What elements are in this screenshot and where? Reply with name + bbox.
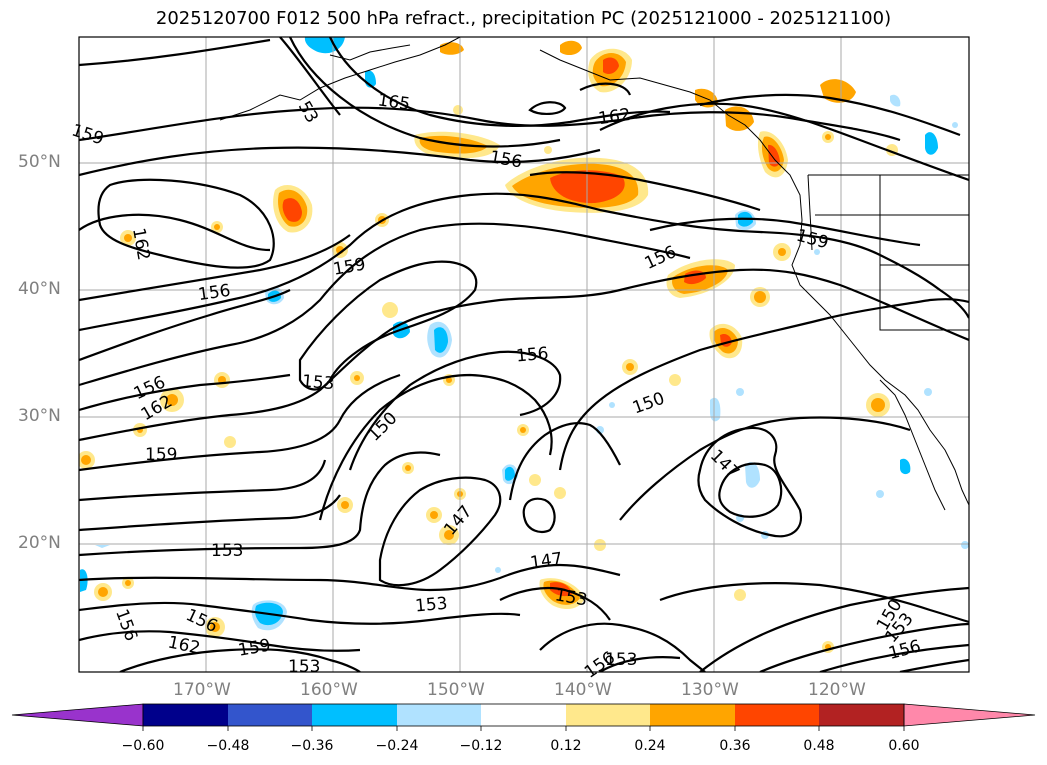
contour-label: 156 bbox=[111, 607, 141, 644]
colorbar-seg bbox=[143, 704, 228, 726]
contour-label: 156 bbox=[515, 344, 549, 367]
coastlines bbox=[219, 37, 969, 511]
lon-label: 120°W bbox=[808, 680, 866, 700]
colorbar-seg bbox=[228, 704, 312, 726]
lon-label: 140°W bbox=[554, 680, 612, 700]
contour-label: 162 bbox=[166, 632, 202, 658]
colorbar-seg bbox=[735, 704, 819, 726]
contour-label: 159 bbox=[69, 120, 106, 149]
contour-label: 153 bbox=[414, 594, 448, 617]
lon-label: 130°W bbox=[681, 680, 739, 700]
colorbar-seg bbox=[397, 704, 481, 726]
contour-label: 162 bbox=[597, 105, 632, 129]
contour-label: 147 bbox=[706, 446, 743, 483]
contour-label: 159 bbox=[237, 635, 272, 660]
contour-label: 165 bbox=[376, 90, 411, 114]
colorbar-seg bbox=[312, 704, 397, 726]
graticule bbox=[79, 37, 969, 672]
contour-label: 162 bbox=[128, 226, 153, 261]
colorbar-tick: 0.24 bbox=[634, 738, 666, 754]
lon-label: 150°W bbox=[427, 680, 485, 700]
contour-label: 156 bbox=[488, 147, 523, 172]
colorbar bbox=[11, 703, 1036, 731]
colorbar-tick: 0.36 bbox=[719, 738, 751, 754]
contour-label: 153 bbox=[211, 541, 243, 561]
lat-label: 40°N bbox=[18, 279, 61, 299]
colorbar-tick: 0.48 bbox=[803, 738, 835, 754]
colorbar-tick: −0.60 bbox=[121, 738, 165, 754]
colorbar-tick: −0.12 bbox=[459, 738, 503, 754]
contour-label: 153 bbox=[605, 650, 637, 670]
contour-label: 159 bbox=[332, 254, 367, 279]
lon-label: 170°W bbox=[173, 680, 231, 700]
lon-label: 160°W bbox=[300, 680, 358, 700]
colorbar-seg bbox=[566, 704, 650, 726]
contour-label: 150 bbox=[364, 408, 401, 445]
contour-label: 156 bbox=[642, 242, 680, 274]
contour-label: 150 bbox=[630, 389, 667, 419]
map-frame bbox=[78, 36, 970, 673]
lat-label: 30°N bbox=[18, 406, 61, 426]
refractivity-contours bbox=[79, 37, 969, 672]
contour-label: 156 bbox=[197, 281, 232, 305]
contour-label: 153 bbox=[301, 371, 335, 394]
contour-label-partial: 53 bbox=[294, 98, 322, 127]
colorbar-tick: 0.60 bbox=[888, 738, 920, 754]
colorbar-seg bbox=[481, 704, 566, 726]
colorbar-tick: −0.48 bbox=[206, 738, 250, 754]
contour-label: 147 bbox=[529, 549, 564, 573]
lat-label: 50°N bbox=[18, 152, 61, 172]
colorbar-seg bbox=[650, 704, 735, 726]
colorbar-min-extend bbox=[11, 703, 144, 727]
contour-label: 159 bbox=[794, 226, 831, 254]
colorbar-tick: 0.12 bbox=[550, 738, 582, 754]
contour-label: 153 bbox=[288, 657, 320, 677]
colorbar-max-extend bbox=[903, 703, 1036, 727]
colorbar-tick: −0.24 bbox=[375, 738, 419, 754]
contour-label: 159 bbox=[145, 445, 177, 465]
colorbar-tick: −0.36 bbox=[290, 738, 334, 754]
lat-label: 20°N bbox=[18, 533, 61, 553]
map-title: 2025120700 F012 500 hPa refract., precip… bbox=[155, 8, 892, 29]
colorbar-seg bbox=[819, 704, 904, 726]
